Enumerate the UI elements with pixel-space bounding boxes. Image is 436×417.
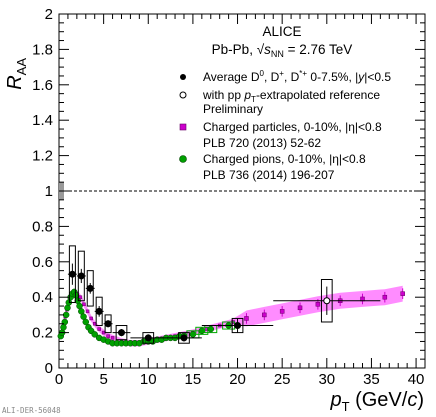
d-meson-point (144, 334, 152, 342)
legend-d-part-4: , D (284, 70, 300, 84)
d-meson-point (77, 272, 85, 280)
legend-d-part-2: , D (264, 70, 280, 84)
legend-pp-part-0: with pp (202, 88, 244, 102)
charged-particles-point (89, 316, 93, 321)
charged-pions-syst-box (195, 326, 209, 335)
y-tick-label: 0 (45, 360, 53, 377)
charged-particles-point (78, 295, 83, 299)
y-tick-label: 1 (45, 183, 53, 200)
x-tick-label: 5 (99, 371, 107, 388)
legend-d-part-6: 0-7.5%, | (307, 70, 358, 84)
x-axis-title-rest: (GeV/ (350, 389, 408, 411)
d-meson-point (104, 320, 112, 328)
legend-d-part-7: y (357, 70, 365, 84)
charged-particles-point (82, 302, 86, 307)
charged-particles-point (279, 309, 285, 314)
charged-particles-point (106, 334, 110, 338)
x-tick-label: 20 (229, 371, 246, 388)
x-axis-title-sub: T (342, 399, 350, 414)
legend-d-part-5: *+ (299, 69, 307, 78)
legend-marker-pp-reference (179, 91, 187, 99)
legend-label-pp-reference: with pp pT-extrapolated reference (202, 88, 380, 104)
d-meson-point (117, 329, 125, 337)
x-tick-label: 40 (408, 371, 425, 388)
charged-particles-point (85, 309, 90, 314)
legend-label-d-mesons: Average D0, D+, D*+ 0-7.5%, |y|<0.5 (203, 69, 391, 84)
charged-particles-point (97, 327, 101, 331)
figure-id-watermark: ALI-DER-56048 (2, 406, 61, 415)
charged-particles-point (400, 291, 405, 296)
x-axis-title-c: c (407, 389, 417, 411)
y-tick-label: 1.8 (32, 41, 53, 58)
subtitle-sqrt: √ (257, 42, 265, 57)
subtitle-sub: NN (271, 49, 284, 59)
x-tick-label: 0 (55, 371, 63, 388)
subtitle-s: s (264, 42, 271, 57)
charged-particles-point (382, 294, 388, 300)
d-meson-point (95, 307, 103, 315)
charged-pions-point (62, 311, 70, 319)
legend-d-part-0: Average D (203, 70, 260, 84)
subtitle-energy: = 2.76 TeV (284, 42, 352, 57)
d-meson-point (86, 284, 94, 292)
legend-ref-charged-pions: PLB 736 (2014) 196-207 (203, 168, 335, 182)
legend-d-part-1: 0 (259, 69, 264, 78)
charged-pions-point (82, 318, 90, 326)
x-tick-label: 30 (318, 371, 335, 388)
d-meson-point (180, 334, 188, 342)
y-tick-label: 0.8 (32, 218, 53, 235)
y-tick-label: 0.4 (32, 289, 53, 306)
charged-particles-point (244, 316, 249, 321)
legend-label-charged-pions: Charged pions, 0-10%, |η|<0.8 (203, 152, 366, 166)
charged-pions-point (207, 325, 215, 333)
x-axis-title-close: ) (417, 389, 424, 411)
charged-particles-point (110, 336, 115, 340)
y-tick-label: 1.6 (32, 77, 53, 94)
legend-marker-charged-particles (179, 123, 187, 131)
x-axis-title-p: p (329, 389, 341, 411)
legend-d-part-8: |<0.5 (364, 70, 391, 84)
charged-particles-point (262, 312, 267, 318)
y-axis-title-r: R (4, 75, 26, 89)
data-layer (57, 182, 425, 347)
legend-pp-part-1: p (243, 88, 251, 102)
subtitle-system: Pb-Pb, (212, 42, 257, 57)
charged-pions-point (60, 324, 67, 331)
chart-subtitle: Pb-Pb, √sNN = 2.76 TeV (212, 42, 353, 59)
x-tick-label: 10 (140, 371, 157, 388)
legend-label-pp-preliminary: Preliminary (203, 102, 263, 116)
y-tick-label: 1.4 (32, 112, 53, 129)
d-meson-point (68, 270, 76, 278)
charged-pions-point (91, 331, 98, 338)
charged-pions-point (64, 304, 71, 312)
d-meson-extrapolated-point (323, 297, 331, 305)
legend-pp-part-3: -extrapolated reference (256, 88, 380, 102)
x-tick-label: 15 (185, 371, 202, 388)
legend-pp-part-2: T (251, 95, 256, 104)
legend-d-part-3: + (279, 69, 284, 78)
legend: Average D0, D+, D*+ 0-7.5%, |y|<0.5 with… (179, 69, 391, 182)
charged-particles-point (315, 302, 321, 307)
charged-pions-point (189, 331, 197, 338)
axis-layer: 0 5 10 15 20 25 30 35 4000.20.40.60.811.21.41.61… (32, 6, 425, 388)
d-meson-point (234, 322, 242, 330)
x-tick-label: 35 (363, 371, 380, 388)
chart-title: ALICE (262, 24, 301, 39)
legend-marker-d-mesons (180, 74, 186, 80)
legend-label-charged-particles: Charged particles, 0-10%, |η|<0.8 (203, 120, 382, 134)
y-axis-title: RAA (4, 58, 29, 90)
y-tick-label: 1.2 (32, 148, 53, 165)
charged-pions-point (198, 327, 206, 335)
y-tick-label: 0.6 (32, 254, 53, 271)
y-tick-label: 0.2 (32, 325, 53, 342)
legend-ref-charged-particles: PLB 720 (2013) 52-62 (203, 136, 321, 150)
y-axis-title-sub: AA (14, 58, 29, 76)
x-axis-title: pT (GeV/c) (329, 389, 424, 414)
legend-marker-charged-pions (179, 155, 187, 163)
charged-particles-point (297, 305, 303, 311)
x-tick-label: 25 (274, 371, 291, 388)
y-tick-label: 2 (45, 6, 53, 23)
